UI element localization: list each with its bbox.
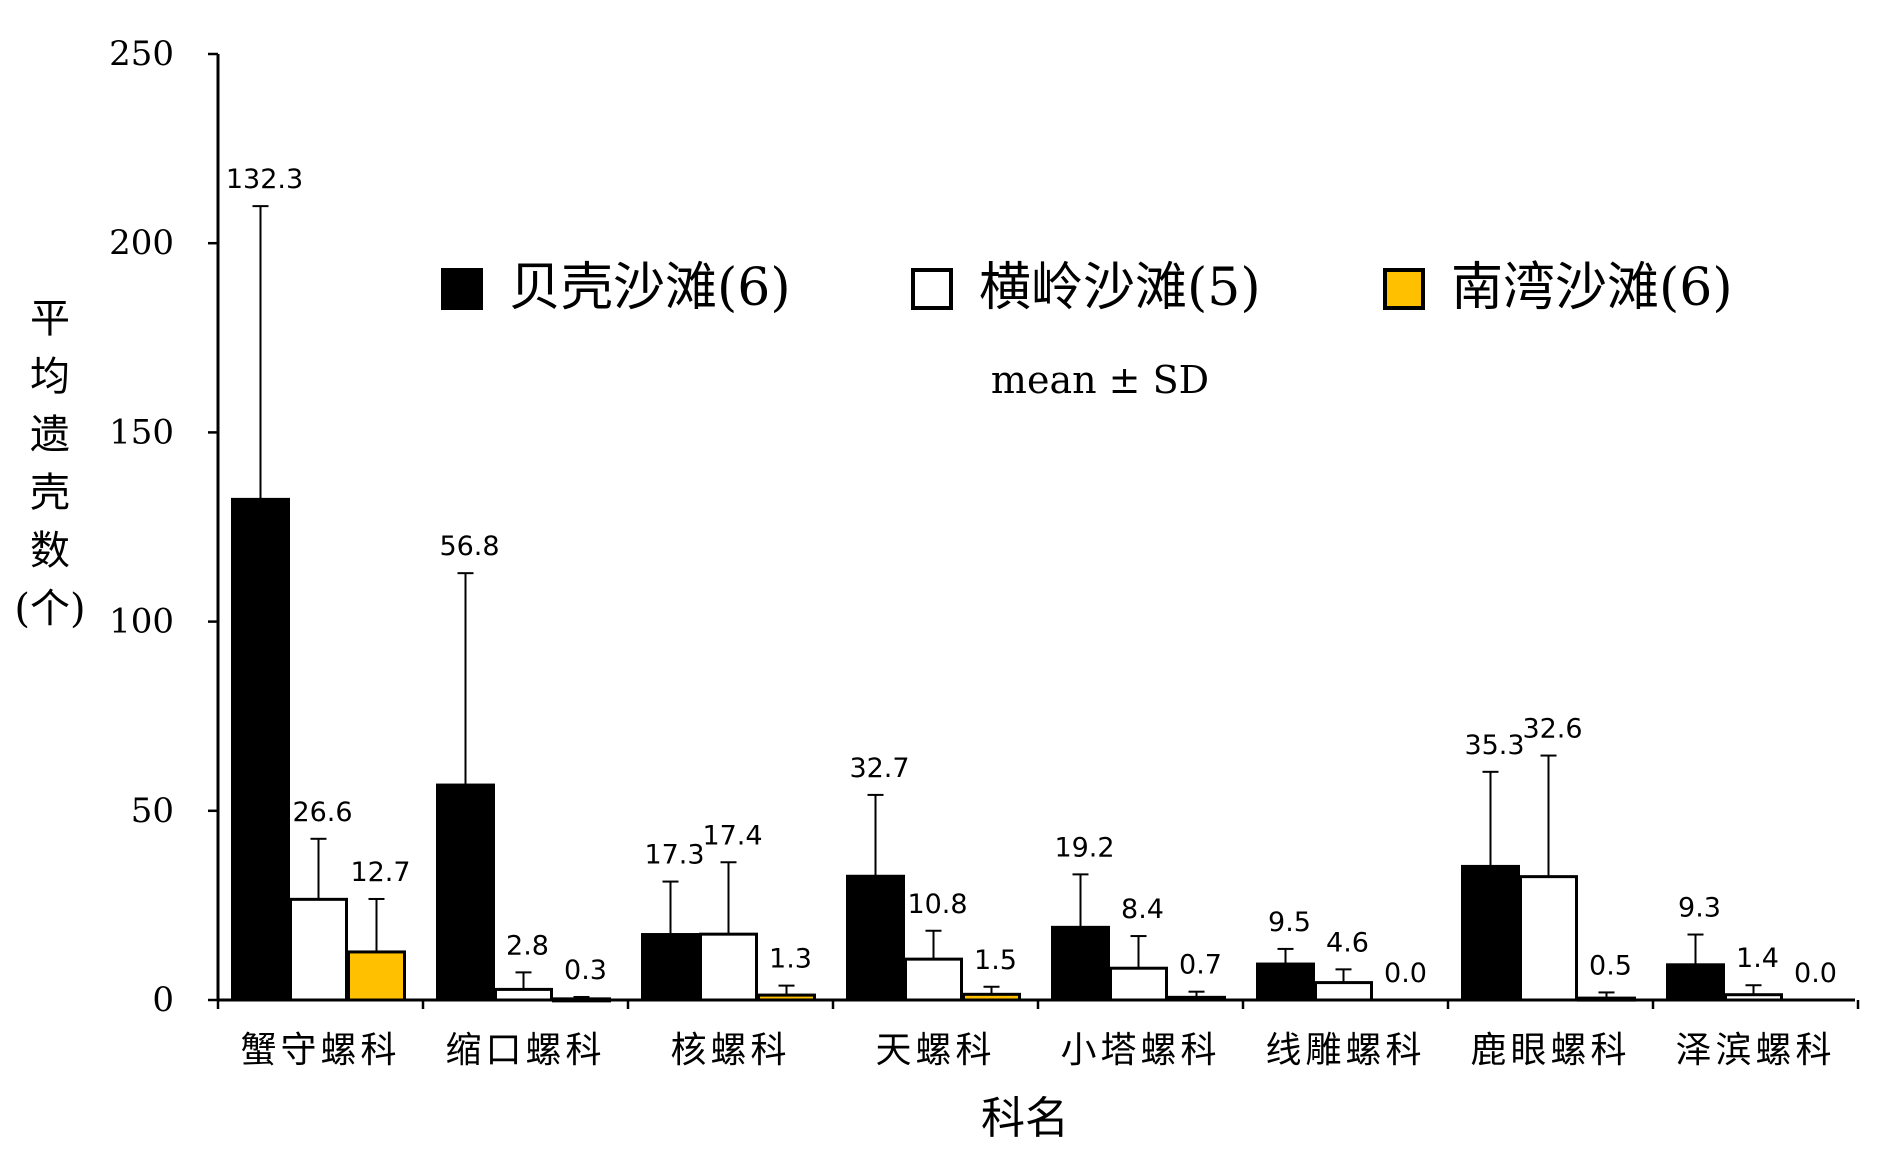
- y-tick-label: 200: [109, 223, 174, 263]
- x-axis-title: 科名: [981, 1093, 1069, 1144]
- data-label: 0.0: [1384, 958, 1427, 989]
- bar-1: [436, 783, 495, 1002]
- data-label: 26.6: [292, 797, 352, 828]
- y-tick-label: 250: [109, 34, 174, 74]
- bar-2: [494, 987, 553, 1002]
- data-label: 35.3: [1464, 730, 1524, 761]
- data-label: 8.4: [1121, 894, 1164, 925]
- bar-1: [1256, 962, 1315, 1002]
- legend-swatch: [1383, 268, 1425, 310]
- legend: 贝壳沙滩(6) 横岭沙滩(5) 南湾沙滩(6): [441, 258, 1733, 318]
- bar-2: [289, 897, 348, 1002]
- y-tick-label: 50: [131, 791, 174, 831]
- data-label: 0.3: [564, 955, 607, 986]
- x-tick-label: 核螺科: [670, 1030, 790, 1071]
- data-label: 32.6: [1522, 714, 1582, 745]
- data-label: 10.8: [907, 889, 967, 920]
- data-label: 0.7: [1179, 950, 1222, 981]
- data-label: 12.7: [350, 857, 410, 888]
- y-axis: 0 50 100 150 200 250: [109, 34, 220, 1020]
- y-tick-label: 150: [109, 412, 174, 452]
- data-label: 17.4: [702, 820, 762, 851]
- mean-sd-annotation: mean ± SD: [991, 358, 1209, 402]
- bar-2: [699, 932, 758, 1002]
- x-tick-label: 天螺科: [875, 1030, 995, 1071]
- data-label: 0.0: [1794, 958, 1837, 989]
- x-tick-label: 蟹守螺科: [240, 1030, 400, 1071]
- bar-1: [641, 933, 700, 1002]
- data-label: 9.3: [1678, 893, 1721, 924]
- bar-2: [1314, 981, 1373, 1002]
- data-label: 2.8: [506, 930, 549, 961]
- y-label-char: 均: [30, 354, 70, 400]
- x-axis: 蟹守螺科 缩口螺科 核螺科 天螺科 小塔螺科 线雕螺科 鹿眼螺科 泽滨螺科: [216, 998, 1860, 1071]
- bar-1: [1666, 963, 1725, 1002]
- data-label: 56.8: [439, 531, 499, 562]
- bar-3: [347, 950, 406, 1002]
- x-tick-label: 缩口螺科: [445, 1030, 605, 1071]
- legend-label: 横岭沙滩(5): [979, 258, 1261, 318]
- data-label: 4.6: [1326, 927, 1369, 958]
- x-tick-label: 线雕螺科: [1265, 1030, 1425, 1071]
- data-label: 9.5: [1268, 907, 1311, 938]
- bar-1: [1461, 864, 1520, 1002]
- y-label-char: 壳: [30, 470, 70, 516]
- data-label: 17.3: [644, 840, 704, 871]
- data-label: 1.4: [1736, 943, 1779, 974]
- x-tick-label: 小塔螺科: [1060, 1030, 1220, 1071]
- x-tick-label: 鹿眼螺科: [1470, 1030, 1630, 1071]
- bar-2: [1519, 875, 1578, 1002]
- y-label-char: 遗: [30, 412, 70, 458]
- legend-swatch: [911, 268, 953, 310]
- data-label: 1.5: [974, 945, 1017, 976]
- y-label-char: (个): [14, 586, 85, 632]
- bar-2: [904, 957, 963, 1002]
- y-label-char: 数: [30, 528, 70, 574]
- legend-swatch: [441, 268, 483, 310]
- bar-1: [231, 497, 290, 1002]
- bar-2: [1109, 966, 1168, 1002]
- legend-label: 贝壳沙滩(6): [509, 258, 791, 318]
- y-tick-label: 100: [109, 602, 174, 642]
- y-label-char: 平: [30, 296, 70, 342]
- bar-1: [846, 874, 905, 1002]
- y-tick-label: 0: [152, 980, 174, 1020]
- data-label: 1.3: [769, 944, 812, 975]
- data-label: 19.2: [1054, 832, 1114, 863]
- bar-1: [1051, 925, 1110, 1002]
- data-label: 32.7: [849, 753, 909, 784]
- x-tick-label: 泽滨螺科: [1675, 1030, 1835, 1071]
- legend-label: 南湾沙滩(6): [1451, 258, 1733, 318]
- data-label: 0.5: [1589, 950, 1632, 981]
- data-label: 132.3: [226, 164, 303, 195]
